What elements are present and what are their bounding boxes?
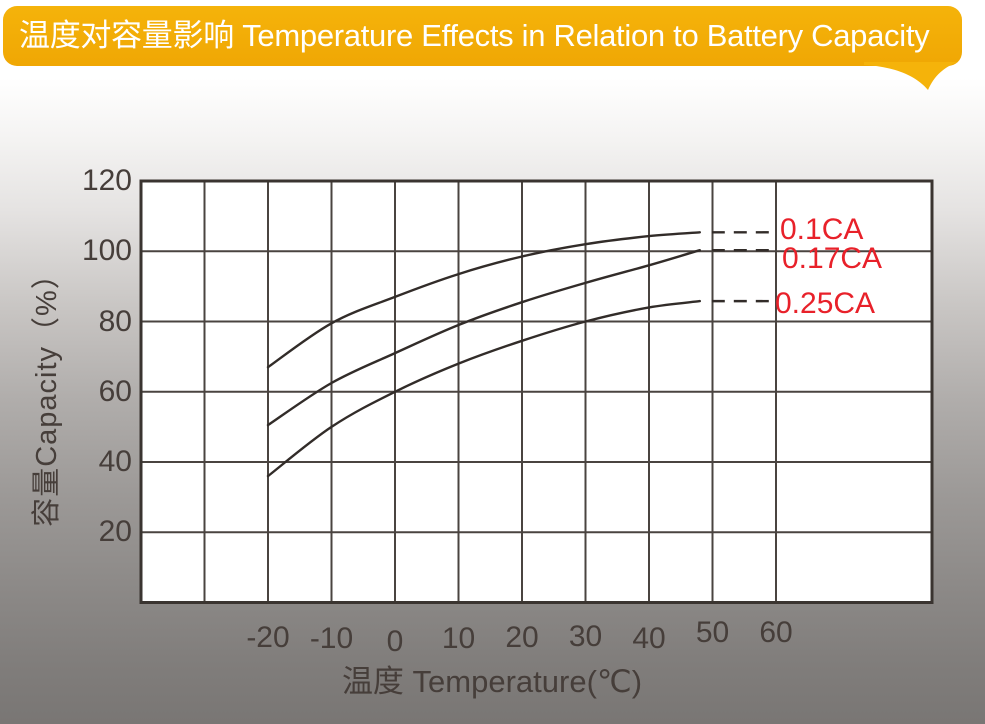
series-label-0.17CA: 0.17CA [782,242,883,275]
series-label-0.25CA: 0.25CA [775,287,876,320]
y-tick-60: 60 [98,374,132,408]
curve-0.1CA [266,231,701,369]
x-tick-0: 0 [386,625,404,658]
x-tick-50: 50 [695,616,730,649]
x-tick-60: 60 [759,616,793,649]
plot-border [139,179,934,604]
curve-0.17CA [266,249,701,427]
y-axis-title: 容量Capacity（%） [31,259,63,527]
title-banner: 温度对容量影响 Temperature Effects in Relation … [3,6,962,66]
y-tick-20: 20 [98,515,132,549]
page-title: 温度对容量影响 Temperature Effects in Relation … [19,18,930,53]
y-tick-80: 80 [98,304,132,338]
y-tick-100: 100 [81,234,132,268]
series-label-0.1CA: 0.1CA [780,213,864,246]
x-tick-10: 10 [441,622,476,655]
y-tick-120: 120 [81,164,132,197]
x-tick--10: -10 [309,622,354,655]
y-tick-40: 40 [98,445,132,478]
x-tick-30: 30 [568,620,603,653]
x-tick--20: -20 [246,621,290,654]
curve-0.25CA [266,299,701,478]
x-tick-40: 40 [632,622,666,655]
x-axis-title: 温度 Temperature(℃) [341,664,643,699]
x-tick-20: 20 [505,621,539,654]
banner-tail [864,62,958,90]
